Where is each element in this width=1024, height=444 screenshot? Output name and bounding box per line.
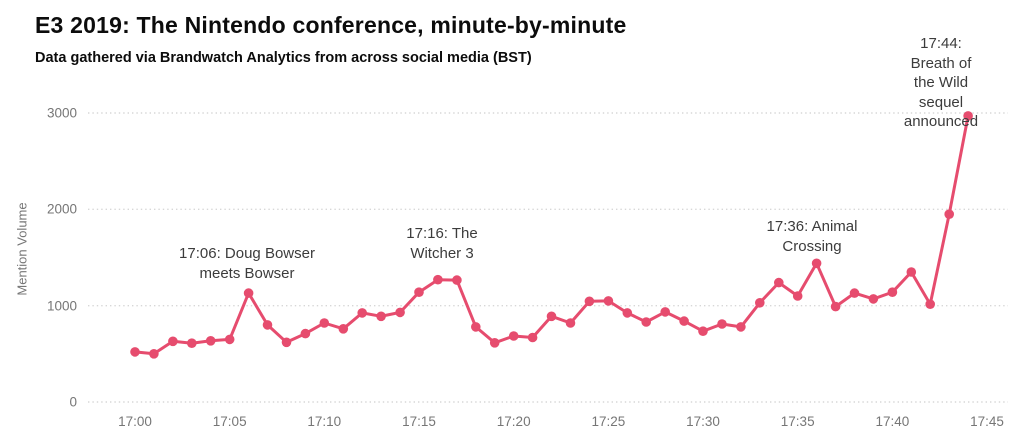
data-point-17:19 xyxy=(489,338,500,348)
x-tick-1745: 17:45 xyxy=(970,414,1004,429)
data-point-17:36 xyxy=(811,258,822,269)
y-tick-1000: 1000 xyxy=(46,298,77,314)
data-point-17:43 xyxy=(944,209,954,219)
x-tick-1735: 17:35 xyxy=(780,414,815,429)
data-point-17:31 xyxy=(717,319,727,329)
x-tick-1705: 17:05 xyxy=(212,414,247,429)
data-point-17:07 xyxy=(262,320,273,330)
data-point-17:05 xyxy=(224,334,235,345)
data-point-17:04 xyxy=(205,336,216,346)
data-point-17:23 xyxy=(565,318,576,328)
data-point-17:14 xyxy=(395,307,405,318)
data-point-17:26 xyxy=(622,308,633,318)
x-tick-1740: 17:40 xyxy=(875,414,910,429)
data-point-17:08 xyxy=(281,337,292,348)
data-point-17:42 xyxy=(925,299,935,310)
data-point-17:40 xyxy=(887,287,898,298)
data-point-17:24 xyxy=(584,296,595,307)
y-tick-2000: 2000 xyxy=(46,201,77,217)
data-point-17:10 xyxy=(319,318,330,328)
data-point-17:15 xyxy=(414,287,424,298)
data-point-17:29 xyxy=(679,316,689,326)
annotation-doug-bowser: 17:06: Doug Bowser meets Bowser xyxy=(179,245,315,282)
data-point-17:39 xyxy=(868,294,879,304)
data-point-17:00 xyxy=(130,347,140,357)
annotation-witcher-3: 17:16: The Witcher 3 xyxy=(406,225,478,262)
data-point-17:25 xyxy=(603,296,614,306)
data-point-17:38 xyxy=(849,288,860,298)
data-point-17:32 xyxy=(736,322,746,332)
data-point-17:02 xyxy=(168,336,178,347)
data-point-17:03 xyxy=(187,338,197,349)
data-point-17:37 xyxy=(830,301,841,312)
data-point-17:30 xyxy=(698,326,708,337)
x-tick-1710: 17:10 xyxy=(307,414,342,429)
data-point-17:34 xyxy=(774,277,784,288)
x-tick-1720: 17:20 xyxy=(496,414,531,429)
data-point-17:20 xyxy=(508,331,519,341)
data-point-17:09 xyxy=(300,328,311,339)
data-point-17:21 xyxy=(527,332,538,343)
data-point-17:13 xyxy=(376,311,386,322)
annotation-botw-sequel: 17:44: Breath of the Wild sequel announc… xyxy=(903,35,979,130)
chart-title: E3 2019: The Nintendo conference, minute… xyxy=(35,12,627,38)
x-tick-1730: 17:30 xyxy=(686,414,720,429)
data-point-17:33 xyxy=(755,298,765,308)
data-point-17:17 xyxy=(452,275,462,285)
x-tick-1715: 17:15 xyxy=(402,414,436,429)
data-point-17:16 xyxy=(433,274,443,285)
x-tick-1700: 17:00 xyxy=(118,414,152,429)
data-point-17:28 xyxy=(660,307,670,317)
data-point-17:06 xyxy=(243,288,254,298)
data-point-17:12 xyxy=(357,308,368,318)
y-tick-3000: 3000 xyxy=(46,105,77,121)
data-point-17:27 xyxy=(641,317,651,327)
data-point-17:11 xyxy=(338,324,349,334)
data-point-17:35 xyxy=(792,291,803,301)
annotation-animal-crossing: 17:36: Animal Crossing xyxy=(766,218,858,255)
chart-subtitle: Data gathered via Brandwatch Analytics f… xyxy=(35,50,532,66)
x-tick-1725: 17:25 xyxy=(591,414,626,429)
data-point-17:18 xyxy=(471,322,481,332)
data-point-17:22 xyxy=(546,311,557,322)
data-point-17:01 xyxy=(149,349,159,359)
y-tick-0: 0 xyxy=(69,394,77,410)
data-point-17:41 xyxy=(906,267,917,277)
data-point-17:44 xyxy=(963,111,973,121)
